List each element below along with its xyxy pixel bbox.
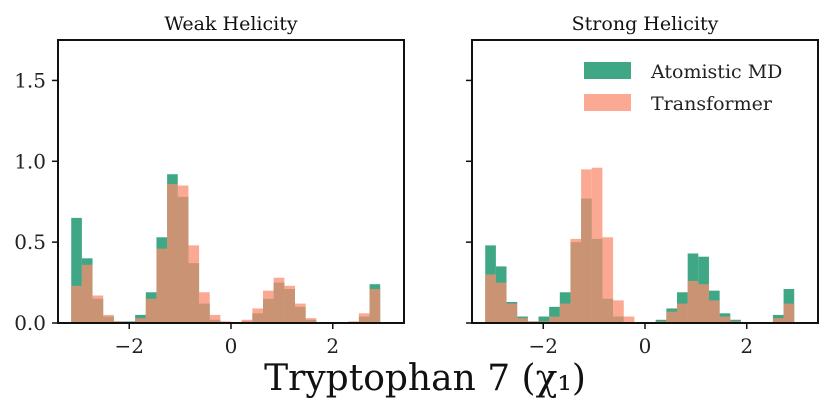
strong-helicity-transformer-bar (549, 316, 560, 323)
strong-helicity-transformer-bar (485, 274, 496, 323)
legend-label-atomistic-md: Atomistic MD (650, 61, 782, 83)
weak-helicity-x-tick-label: 0 (225, 334, 238, 358)
weak-helicity-transformer-bar (145, 298, 157, 323)
weak-helicity-transformer-bar (81, 264, 93, 323)
strong-helicity-title: Strong Helicity (572, 13, 719, 35)
weak-helicity-transformer-bar (92, 295, 104, 323)
weak-helicity-transformer-bar (199, 292, 210, 323)
weak-helicity-transformer-bar (263, 290, 274, 323)
strong-helicity-transformer-bar (495, 282, 507, 323)
weak-helicity-transformer-bar (241, 319, 253, 323)
strong-helicity-transformer-bar (517, 318, 528, 323)
weak-helicity-transformer-bar (103, 314, 114, 323)
weak-helicity-transformer-bar (167, 183, 178, 323)
weak-helicity-axes-frame (57, 39, 405, 324)
panel-strong-helicity: −2 0 2 Strong Helicity (466, 13, 819, 358)
strong-helicity-transformer-bar (559, 303, 571, 323)
weak-helicity-transformer-bar (252, 308, 264, 323)
strong-helicity-transformer-bar (708, 300, 720, 323)
weak-helicity-transformer-bar (177, 185, 189, 323)
weak-helicity-transformer-bar (156, 248, 168, 323)
strong-helicity-atomistic-md-bar (549, 306, 560, 323)
legend-swatch-transformer (584, 94, 631, 111)
strong-helicity-transformer-bar (772, 318, 784, 323)
strong-helicity-transformer-bar (677, 303, 688, 323)
weak-helicity-title: Weak Helicity (164, 13, 297, 35)
weak-helicity-transformer-bar (369, 289, 381, 323)
legend: Atomistic MD Transformer (584, 61, 782, 115)
strong-helicity-transformer-bar (591, 167, 603, 323)
weak-helicity-transformer-bar (209, 314, 221, 323)
weak-helicity-y-tick-label: 1.0 (14, 149, 46, 173)
strong-helicity-transformer-bar (613, 300, 624, 323)
weak-helicity-y-tick-label: 0.5 (14, 230, 46, 254)
weak-helicity-transformer-bar (305, 318, 317, 323)
strong-helicity-x-tick-label: −2 (528, 334, 557, 358)
weak-helicity-transformer-bar (358, 313, 370, 323)
weak-helicity-transformer-bar (284, 285, 295, 323)
weak-helicity-y-tick-label: 0.0 (14, 311, 46, 335)
strong-helicity-x-tick-label: 2 (740, 334, 753, 358)
strong-helicity-transformer-bar (506, 303, 518, 323)
weak-helicity-x-tick-label: 2 (326, 334, 339, 358)
strong-helicity-transformer-bar (570, 238, 582, 323)
strong-helicity-transformer-bar (783, 303, 795, 323)
strong-helicity-transformer-bar (602, 237, 614, 323)
x-axis-label: Tryptophan 7 (χ₁) (264, 358, 586, 399)
strong-helicity-transformer-bar (687, 280, 699, 323)
weak-helicity-x-tick-label: −2 (114, 334, 143, 358)
strong-helicity-x-tick-label: 0 (639, 334, 652, 358)
strong-helicity-transformer-bar (623, 316, 635, 323)
strong-helicity-transformer-bar (581, 169, 592, 323)
weak-helicity-transformer-bar (135, 318, 146, 323)
weak-helicity-transformer-bar (71, 285, 82, 323)
weak-helicity-transformer-bar (294, 303, 306, 323)
strong-helicity-transformer-bar (698, 284, 709, 323)
weak-helicity-transformer-bar (273, 277, 285, 323)
strong-helicity-atomistic-md-bar (538, 316, 550, 323)
strong-helicity-transformer-bar (666, 311, 678, 323)
weak-helicity-transformer-bar (188, 245, 200, 323)
legend-swatch-atomistic-md (584, 62, 631, 79)
weak-helicity-y-tick-label: 1.5 (14, 68, 46, 92)
legend-label-transformer: Transformer (651, 93, 773, 115)
weak-helicity-atomistic-md-bar (71, 217, 82, 323)
panel-weak-helicity: −2 0 2 0.0 0.5 1.0 1.5 Weak Helicity (14, 13, 405, 358)
strong-helicity-transformer-bar (719, 316, 731, 323)
